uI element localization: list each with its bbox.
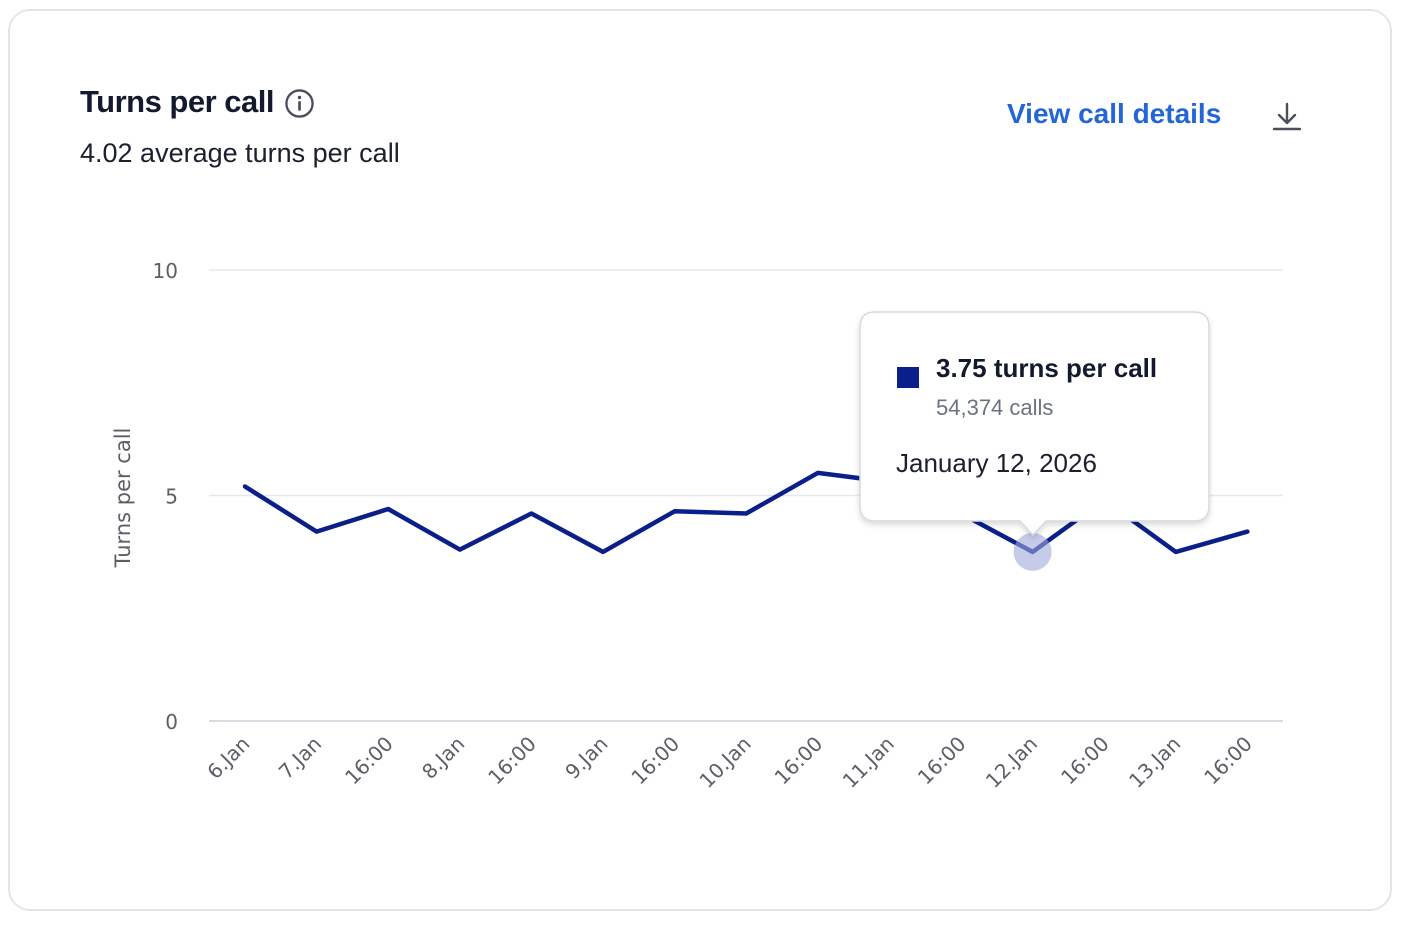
highlight-marker — [1013, 532, 1052, 571]
data-tooltip: 3.75 turns per call 54,374 calls January… — [859, 311, 1210, 537]
x-tick-label: 16:00 — [770, 732, 828, 790]
tooltip-calls: 54,374 calls — [936, 395, 1054, 420]
y-tick-label: 0 — [165, 710, 178, 734]
x-tick-label: 6.Jan — [202, 732, 254, 784]
x-tick-label: 16:00 — [1199, 732, 1257, 790]
x-tick-label: 8.Jan — [417, 732, 469, 784]
x-tick-label: 16:00 — [1056, 732, 1114, 790]
x-tick-label: 7.Jan — [274, 732, 326, 784]
x-tick-label: 11.Jan — [838, 732, 899, 793]
info-icon[interactable] — [284, 88, 315, 119]
x-tick-label: 16:00 — [913, 732, 971, 790]
series-swatch — [897, 367, 919, 388]
chart-title: Turns per call — [80, 84, 275, 119]
x-tick-label: 16:00 — [340, 732, 398, 790]
y-axis-label: Turns per call — [111, 428, 135, 569]
x-tick-label: 16:00 — [626, 732, 684, 790]
y-tick-label: 10 — [153, 259, 178, 283]
tooltip-shape — [859, 311, 1210, 537]
x-tick-label: 10.Jan — [694, 732, 755, 793]
x-tick-label: 12.Jan — [981, 732, 1042, 793]
tooltip-date: January 12, 2026 — [896, 448, 1097, 478]
y-tick-label: 5 — [165, 485, 178, 509]
download-icon[interactable] — [1270, 100, 1304, 134]
view-call-details-link[interactable]: View call details — [1007, 98, 1222, 129]
x-tick-label: 9.Jan — [560, 732, 612, 784]
x-tick-label: 16:00 — [483, 732, 541, 790]
average-summary: 4.02 average turns per call — [80, 138, 400, 168]
tooltip-value: 3.75 turns per call — [936, 353, 1158, 383]
x-tick-label: 13.Jan — [1124, 732, 1185, 793]
